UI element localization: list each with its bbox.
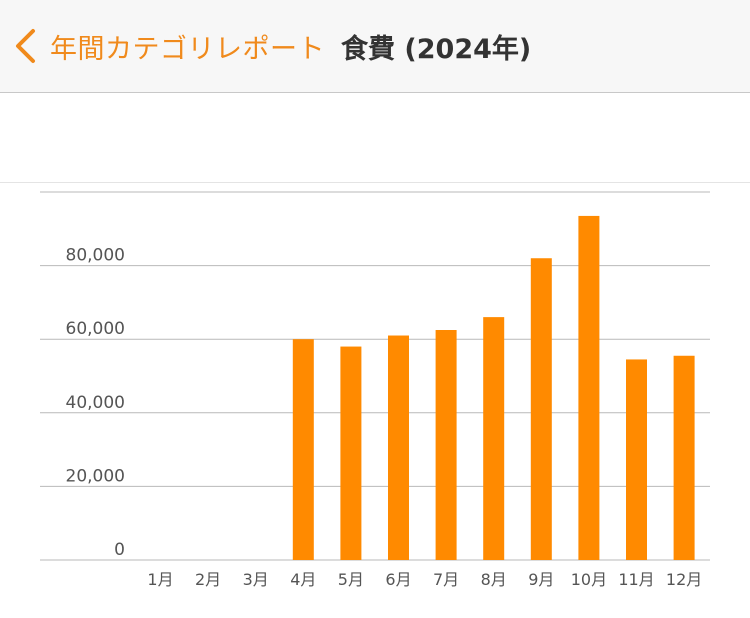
bar[interactable]	[292, 339, 314, 560]
x-tick-label: 10月	[571, 570, 607, 589]
y-tick-label: 20,000	[66, 466, 125, 486]
bar[interactable]	[530, 258, 552, 560]
y-tick-label: 40,000	[66, 393, 125, 413]
bar-chart: 0 20,000 40,000 60,000 80,000 1月 2月 3月 4月 5月 6月 7月 8…	[40, 191, 710, 589]
back-label[interactable]: 年間カテゴリレポート	[50, 33, 325, 65]
y-tick-label: 0	[114, 540, 125, 560]
page-title: 食費 (2024年)	[341, 33, 532, 65]
bar[interactable]	[483, 317, 505, 560]
bar[interactable]	[578, 215, 600, 561]
bar[interactable]	[340, 346, 362, 560]
x-tick-label: 4月	[290, 570, 316, 589]
x-tick-label: 6月	[385, 570, 411, 589]
navigation-bar: 年間カテゴリレポート 食費 (2024年)	[0, 0, 750, 93]
bar[interactable]	[435, 330, 457, 560]
x-tick-label: 2月	[195, 570, 221, 589]
x-tick-label: 8月	[481, 570, 507, 589]
x-tick-label: 12月	[666, 570, 702, 589]
x-tick-label: 7月	[433, 570, 459, 589]
x-tick-label: 9月	[528, 570, 554, 589]
x-tick-label: 11月	[618, 570, 654, 589]
back-button[interactable]: 年間カテゴリレポート	[14, 27, 325, 66]
bar[interactable]	[673, 355, 695, 560]
chevron-left-icon	[14, 28, 36, 64]
x-tick-label: 3月	[243, 570, 269, 589]
summary-area	[0, 93, 750, 183]
bar[interactable]	[626, 359, 647, 560]
x-tick-label: 1月	[147, 570, 173, 589]
x-tick-label: 5月	[338, 570, 364, 589]
bar[interactable]	[388, 335, 409, 560]
y-tick-label: 80,000	[66, 246, 125, 266]
y-tick-label: 60,000	[66, 319, 125, 339]
